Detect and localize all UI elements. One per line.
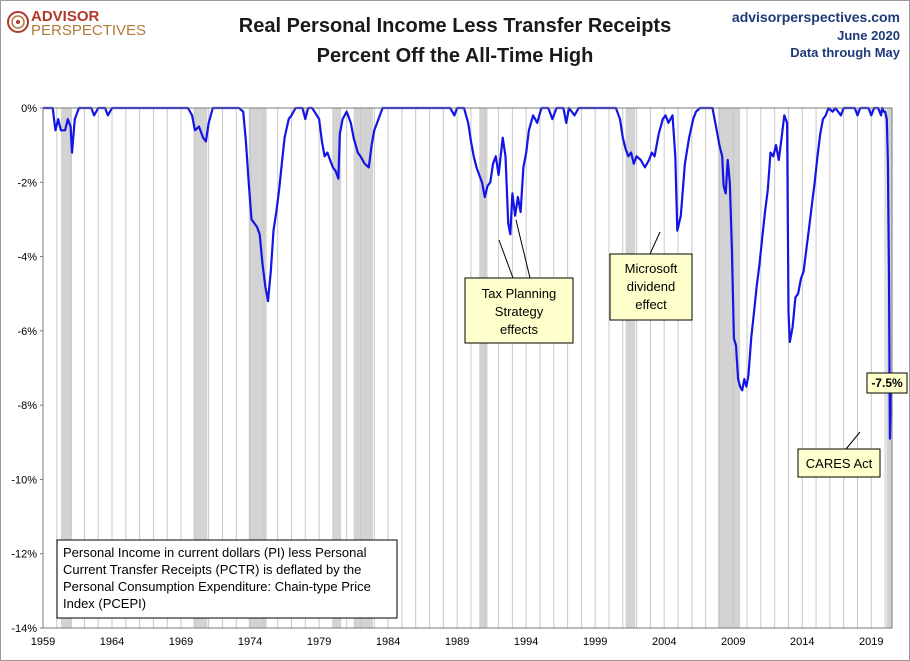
microsoft-text-3: effect — [635, 297, 667, 312]
y-axis-ticks: 0% -2% -4% -6% -8% -10% -12% -14% — [11, 103, 43, 635]
y-tick-label-4: -8% — [17, 400, 37, 412]
compass-icon — [7, 11, 29, 33]
definition-box-frame — [56, 539, 398, 619]
y-tick-label-5: -10% — [11, 474, 37, 486]
data-through-note: Data through May — [790, 45, 901, 60]
chart-title-line2: Percent Off the All-Time High — [317, 45, 594, 67]
x-axis-ticks: 1959 1964 1969 1974 1979 1984 1989 1994 1999 2004… — [31, 636, 884, 648]
x-tick-label-2004: 2004 — [652, 636, 676, 648]
cares-pointer-line — [845, 431, 861, 450]
y-tick-label-7: -14% — [11, 623, 37, 635]
cares-act-text: CARES Act — [806, 456, 873, 471]
last-value-label: -7.5% — [871, 376, 903, 390]
tax-planning-text-3: effects — [500, 322, 539, 337]
y-tick-label-3: -6% — [17, 326, 37, 338]
y-tick-label-6: -12% — [11, 549, 37, 561]
x-tick-label-1979: 1979 — [307, 636, 331, 648]
last-value-box — [866, 372, 908, 394]
x-tick-label-1964: 1964 — [100, 636, 124, 648]
tax-pointer-line-2 — [515, 219, 531, 279]
cares-act-box — [797, 448, 881, 478]
x-tick-label-1969: 1969 — [169, 636, 193, 648]
microsoft-box — [609, 253, 693, 321]
microsoft-annotation: Microsoft dividend effect — [609, 231, 693, 321]
x-tick-label-1959: 1959 — [31, 636, 55, 648]
x-tick-label-1984: 1984 — [376, 636, 400, 648]
tax-planning-text-1: Tax Planning — [482, 286, 556, 301]
recession-band-7 — [718, 108, 741, 628]
definition-line-3: Personal Consumption Expenditure: Chain-… — [63, 579, 371, 594]
microsoft-text-1: Microsoft — [625, 261, 678, 276]
definition-box: Personal Income in current dollars (PI) … — [56, 539, 398, 619]
x-tick-label-1974: 1974 — [238, 636, 262, 648]
microsoft-text-2: dividend — [627, 279, 675, 294]
x-tick-label-1999: 1999 — [583, 636, 607, 648]
publication-date: June 2020 — [837, 28, 900, 43]
recession-band-1 — [193, 108, 208, 628]
tax-pointer-line-1 — [498, 239, 514, 279]
y-tick-label-2: -4% — [17, 252, 37, 264]
recession-band-2 — [248, 108, 267, 628]
tax-planning-annotation: Tax Planning Strategy effects — [464, 219, 574, 344]
tax-planning-box — [464, 277, 574, 344]
source-site: advisorperspectives.com — [732, 9, 900, 25]
chart-title-line1: Real Personal Income Less Transfer Recei… — [239, 15, 671, 37]
tax-planning-text-2: Strategy — [495, 304, 544, 319]
x-tick-label-2014: 2014 — [790, 636, 814, 648]
definition-line-4: Index (PCEPI) — [63, 596, 146, 611]
x-tick-label-2009: 2009 — [721, 636, 745, 648]
definition-line-2: Current Transfer Receipts (PCTR) is defl… — [63, 562, 361, 577]
logo-text-bottom: PERSPECTIVES — [31, 22, 146, 39]
x-tick-label-1994: 1994 — [514, 636, 538, 648]
x-tick-label-2019: 2019 — [859, 636, 883, 648]
recession-band-4 — [353, 108, 373, 628]
advisor-perspectives-logo: ADVISOR PERSPECTIVES — [7, 8, 146, 39]
plot-area-border — [42, 107, 893, 629]
logo-text-top: ADVISOR — [31, 8, 100, 25]
recession-band-0 — [60, 108, 72, 628]
x-tick-label-1989: 1989 — [445, 636, 469, 648]
y-tick-label-1: -2% — [17, 177, 37, 189]
microsoft-pointer-line — [649, 231, 661, 255]
recession-band-3 — [332, 108, 342, 628]
y-tick-label-0: 0% — [21, 103, 37, 115]
last-value-callout: -7.5% — [866, 372, 908, 394]
recession-band-6 — [625, 108, 636, 628]
cares-act-annotation: CARES Act — [797, 431, 881, 478]
recession-band-5 — [479, 108, 488, 628]
definition-line-1: Personal Income in current dollars (PI) … — [63, 545, 367, 560]
